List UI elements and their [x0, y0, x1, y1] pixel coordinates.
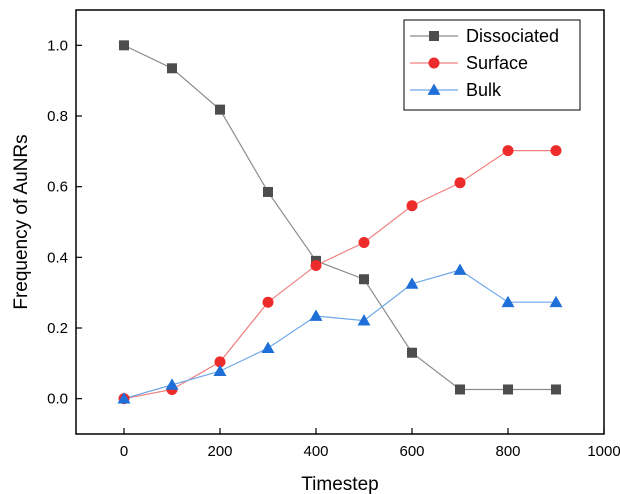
bulk-line	[123, 269, 556, 400]
y-tick-label: 0.4	[47, 249, 68, 266]
series-lines	[123, 44, 556, 400]
surface-point	[550, 145, 562, 157]
y-axis-title: Frequency of AuNRs	[11, 134, 32, 309]
axis-ticks: 0 200 400 600 800 1000 0.0 0.2 0.4 0.6 0.8 1.0	[47, 37, 620, 460]
bulk-point	[405, 277, 419, 289]
y-tick-label: 0.0	[47, 391, 68, 408]
y-tick-label: 0.6	[47, 179, 68, 196]
legend: Dissociated Surface Bulk	[403, 19, 581, 111]
surface-point	[310, 259, 322, 271]
legend-surface-label: Surface	[466, 53, 528, 73]
bulk-point	[117, 392, 131, 404]
legend-bulk-marker	[427, 83, 441, 95]
legend-bulk-label: Bulk	[466, 80, 502, 100]
x-tick-label: 400	[303, 443, 328, 460]
bulk-point	[261, 341, 275, 354]
dissociated-point	[119, 40, 129, 51]
surface-point	[358, 236, 370, 248]
legend-dissociated-label: Dissociated	[466, 26, 559, 46]
dissociated-point	[359, 274, 369, 285]
surface-point	[406, 200, 418, 212]
x-tick-label: 800	[495, 443, 520, 460]
legend-dissociated-marker	[429, 31, 439, 41]
dissociated-point	[167, 63, 177, 74]
dissociated-point	[455, 384, 465, 395]
x-tick-label: 1000	[587, 443, 620, 460]
x-tick-label: 0	[120, 443, 128, 460]
dissociated-point	[215, 104, 225, 115]
surface-point	[262, 296, 274, 308]
bulk-point	[165, 378, 179, 390]
dissociated-point	[263, 186, 273, 197]
surface-point	[214, 356, 226, 368]
bulk-point	[357, 314, 371, 326]
x-tick-label: 200	[207, 443, 232, 460]
y-tick-label: 0.2	[47, 320, 68, 337]
surface-point	[502, 145, 514, 157]
x-axis-title: Timestep	[301, 474, 378, 494]
x-tick-label: 600	[399, 443, 424, 460]
bulk-point	[309, 309, 323, 321]
bulk-point	[453, 263, 467, 275]
legend-surface-marker	[428, 57, 440, 69]
dissociated-line	[123, 44, 556, 391]
surface-point	[454, 177, 466, 189]
dissociated-point	[407, 347, 417, 358]
y-tick-label: 0.8	[47, 108, 68, 125]
series-markers	[117, 40, 563, 405]
dissociated-point	[503, 384, 513, 395]
plot-frame	[75, 9, 605, 435]
bulk-point	[549, 295, 563, 308]
dissociated-point	[551, 384, 561, 395]
bulk-point	[501, 295, 515, 308]
y-tick-label: 1.0	[47, 37, 68, 54]
surface-line	[123, 150, 556, 400]
bulk-point	[213, 364, 227, 376]
